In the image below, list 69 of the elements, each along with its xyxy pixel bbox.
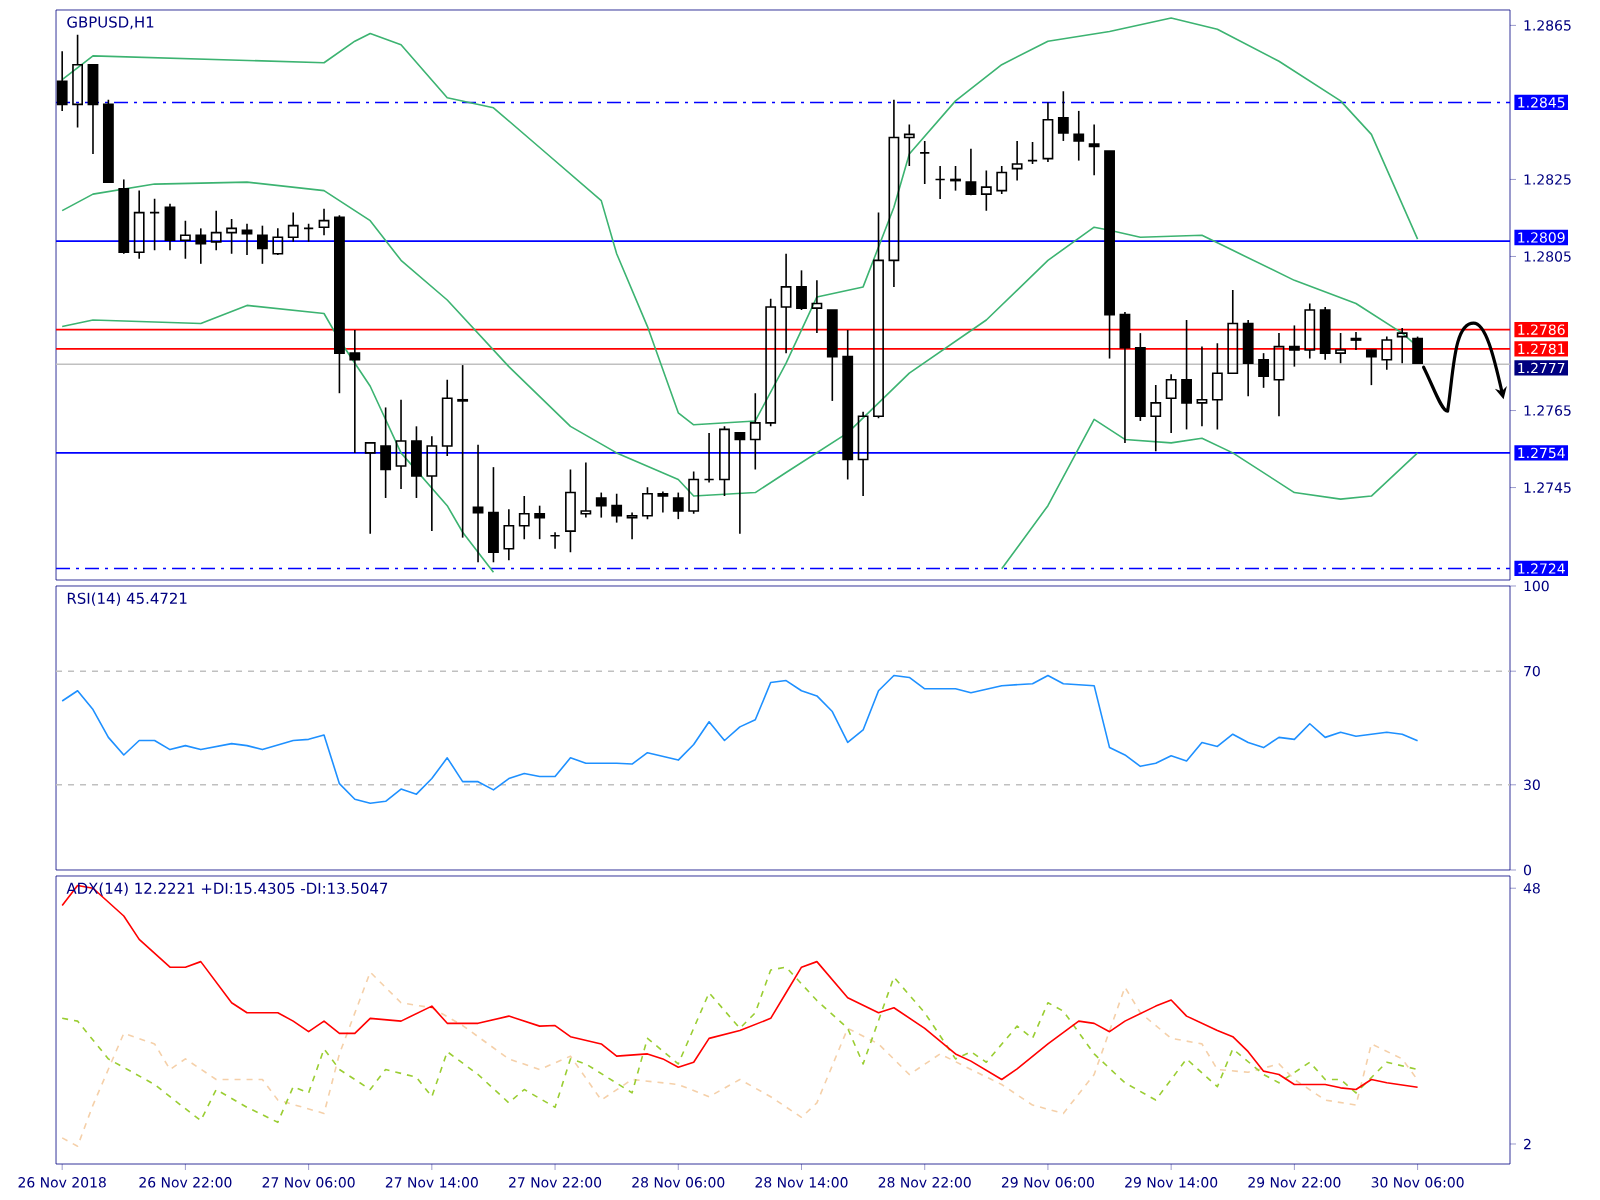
candlestick xyxy=(780,252,792,354)
candlestick xyxy=(903,123,915,167)
candlestick xyxy=(287,211,299,243)
candlestick xyxy=(72,33,83,129)
candlestick xyxy=(626,511,638,540)
candlestick xyxy=(580,461,592,519)
line-series xyxy=(61,884,1419,1091)
line-series xyxy=(61,966,1419,1124)
candlestick xyxy=(811,279,823,334)
candlestick xyxy=(888,98,900,288)
candlestick xyxy=(1165,373,1177,434)
candlestick xyxy=(1273,332,1285,418)
line-series xyxy=(61,971,1419,1148)
candlestick xyxy=(1242,319,1254,398)
candlestick xyxy=(395,398,407,490)
candlestick xyxy=(996,165,1008,195)
candlestick xyxy=(1088,123,1100,177)
candlestick xyxy=(518,495,530,540)
candlestick xyxy=(241,222,253,256)
candlestick xyxy=(1381,335,1393,371)
candlestick xyxy=(549,531,561,550)
candlestick xyxy=(934,165,946,200)
candlestick xyxy=(226,218,238,255)
candlestick xyxy=(765,298,777,428)
candlestick xyxy=(503,508,515,562)
candlestick xyxy=(1196,345,1208,428)
candlestick xyxy=(349,329,361,454)
candlestick xyxy=(133,189,145,260)
candlestick xyxy=(1119,311,1131,444)
candlestick xyxy=(1011,140,1023,182)
candlestick xyxy=(426,435,438,532)
line-series xyxy=(61,674,1419,805)
candlestick xyxy=(441,378,453,457)
candlestick xyxy=(457,364,469,539)
candlestick xyxy=(1181,319,1192,431)
candlestick xyxy=(873,211,884,420)
candlestick xyxy=(703,432,715,484)
candlestick xyxy=(857,410,869,497)
candlestick xyxy=(749,392,761,471)
candlestick xyxy=(842,329,854,481)
candlestick xyxy=(642,486,653,520)
candlestick xyxy=(688,470,700,515)
candlestick xyxy=(1396,327,1408,364)
candlestick xyxy=(472,444,484,564)
candlestick xyxy=(919,140,931,185)
candlestick xyxy=(149,197,161,252)
candlestick xyxy=(980,169,992,212)
candlestick xyxy=(1150,384,1162,453)
candlestick xyxy=(719,425,730,497)
candlestick xyxy=(118,178,130,255)
candlestick xyxy=(179,219,191,260)
candlestick xyxy=(1335,332,1347,364)
candlestick xyxy=(1304,302,1316,360)
candlestick xyxy=(657,490,669,514)
candlestick xyxy=(1073,110,1085,162)
candlestick xyxy=(1350,331,1362,351)
candlestick xyxy=(565,468,576,554)
candlestick xyxy=(303,222,315,243)
candlestick xyxy=(195,227,207,265)
candlestick xyxy=(1027,141,1038,165)
candlestick xyxy=(1211,342,1223,431)
candlestick xyxy=(380,406,392,499)
candlestick xyxy=(272,227,284,256)
candlestick xyxy=(1227,289,1239,374)
candlestick xyxy=(364,442,376,535)
candlestick xyxy=(1042,101,1054,163)
candlestick xyxy=(210,209,222,252)
candlestick xyxy=(318,207,330,237)
candlestick xyxy=(56,50,68,112)
